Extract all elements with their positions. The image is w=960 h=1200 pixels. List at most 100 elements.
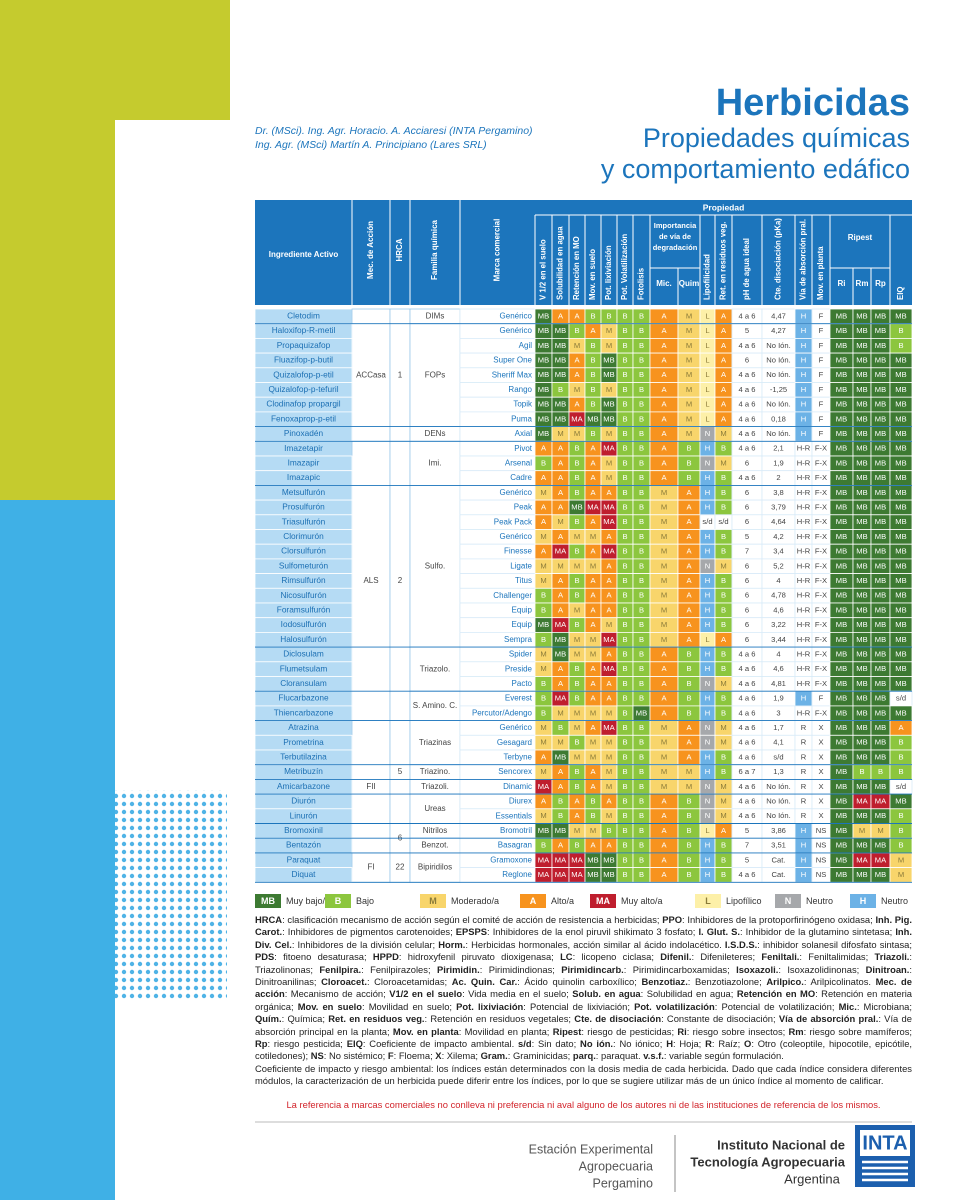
cell-value: R [801,782,807,791]
cell-value: MA [603,664,615,673]
author: Dr. (MSci). Ing. Agr. Horacio. A. Acciar… [255,125,533,137]
header-label: Ripest [848,233,873,242]
brand: Gramoxone [490,855,532,864]
glossary-text: : Solubilidad en agua; [640,988,737,1000]
cell-value: B [898,752,903,761]
glossary-text: : Mecanismo de acción; [284,988,390,1000]
legend-label: Moderado/a [451,896,499,906]
cell-value: MB [895,429,906,438]
cell-value: N [705,561,710,570]
cell-value: MA [538,855,550,864]
ingredient: Imazetapir [284,443,323,453]
cell-value: M [557,429,563,438]
glossary-term: Mov. en planta [392,1025,459,1037]
cell-value: M [540,576,546,585]
cell-value: A [606,796,612,805]
cell-value: MB [836,429,847,438]
group-label: FII [366,782,375,791]
glossary-text: : Inhibidor de la glutamino sintetasa; [739,926,896,938]
cell-value: M [557,738,563,747]
cell-value: F [819,370,824,379]
glossary-text: : Movilidad en suelo; [362,1000,457,1012]
cell-value: B [639,649,644,658]
cell-value: X [818,738,823,747]
cell-value: MB [856,341,867,350]
cell-value: B [622,767,627,776]
cell-value: M [661,767,667,776]
cell-value: MB [836,444,847,453]
cell-value: MB [836,370,847,379]
glossary-text: : inhibidor solanesil difosfato sintasa; [757,938,913,950]
cell-value: MB [538,826,549,835]
cell-value: B [639,326,644,335]
header-label: Mec. de Acción [366,221,375,279]
glossary-term: Retención en MO [736,988,816,1000]
cell-value: H-R [797,473,811,482]
cell-value: M [661,723,667,732]
glossary-term: O [744,1038,752,1050]
cell-value: MB [895,561,906,570]
glossary-text: : Benzotiazolone; [687,976,767,988]
cell-value: F-X [815,664,827,673]
cell-value: B [639,370,644,379]
deco-block [0,500,115,1200]
cell-value: F [819,355,824,364]
cell-value: MA [603,635,615,644]
station: Estación Experimental [529,1142,653,1156]
cell-value: MB [875,532,886,541]
cell-value: L [705,635,709,644]
cell-value: MB [836,664,847,673]
institute: Argentina [784,1171,840,1186]
cell-value: H [801,311,806,320]
header-label: Mic. [656,279,672,288]
cell-value: MB [603,855,614,864]
cell-value: MB [856,429,867,438]
cell-value: A [686,561,692,570]
cell-value: A [686,605,692,614]
cell-value: MB [875,782,886,791]
cell-value: 4 a 6 [739,385,756,394]
cell-value: B [541,605,546,614]
cell-value: 1,3 [773,767,784,776]
cell-value: M [686,400,692,409]
logo-text: INTA [862,1132,907,1154]
glossary-term: Mec. de acción [255,976,912,1000]
ingredient: Haloxifop-R-metil [272,325,336,335]
cell-value: N [705,782,710,791]
cell-value: A [541,444,547,453]
cell-value: B [721,694,726,703]
cell-value: MA [856,796,868,805]
header-label: Rm [856,279,869,288]
glossary-term: Cte. de disociación [574,1013,662,1025]
cell-value: F-X [815,591,827,600]
cell-value: B [622,429,627,438]
cell-value: H-R [797,444,811,453]
cell-value: A [686,547,692,556]
cell-value: M [661,502,667,511]
cell-value: MB [895,414,906,423]
cell-value: MB [875,576,886,585]
cell-value: MB [875,752,886,761]
ingredient: Pinoxadén [284,428,324,438]
cell-value: MB [875,517,886,526]
cell-value: A [686,635,692,644]
cell-value: A [686,738,692,747]
cell-value: M [574,826,580,835]
glossary-text: : Hoja; [672,1038,706,1050]
cell-value: MB [895,796,906,805]
cell-value: M [574,649,580,658]
cell-value: F-X [815,561,827,570]
cell-value: A [606,694,612,703]
legend-code: MA [596,896,610,906]
cell-value: B [574,620,579,629]
group-label: 22 [396,863,405,872]
cell-value: 4 a 6 [739,400,756,409]
cell-value: F [819,694,824,703]
brand: Bromotril [500,826,532,835]
cell-value: M [574,708,580,717]
cell-value: MB [836,414,847,423]
cell-value: A [574,311,580,320]
cell-value: M [540,738,546,747]
cell-value: MA [603,723,615,732]
cell-value: MB [875,311,886,320]
